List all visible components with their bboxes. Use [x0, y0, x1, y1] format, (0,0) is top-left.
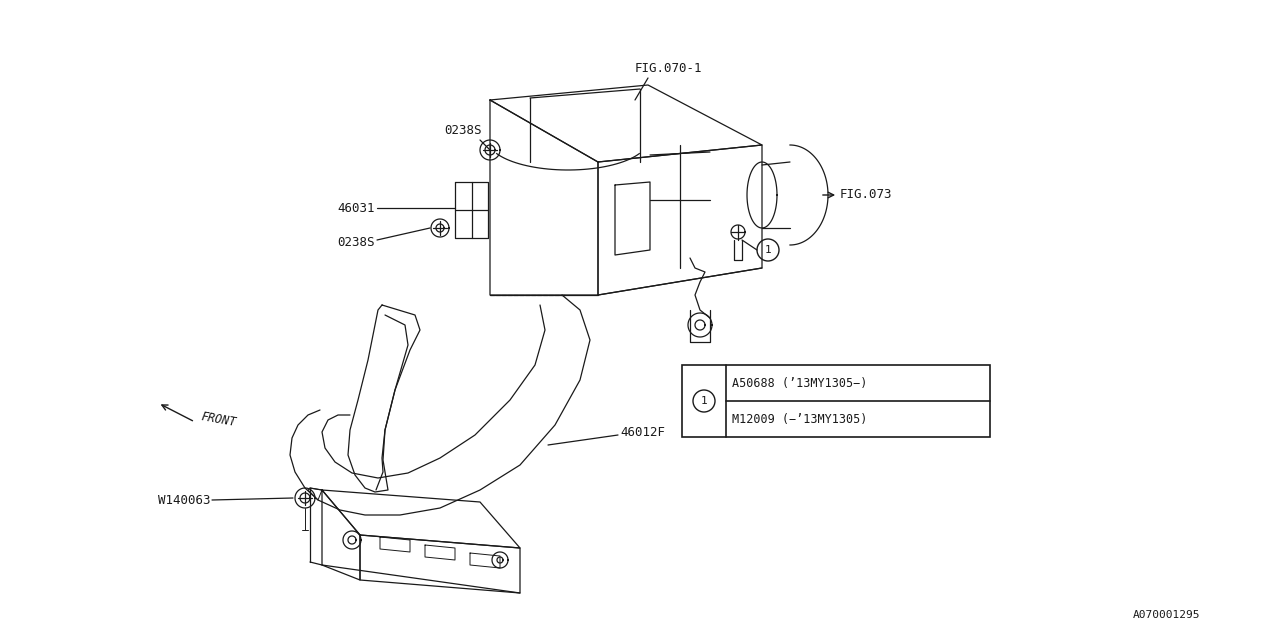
Text: M12009 (−’13MY1305): M12009 (−’13MY1305) — [732, 413, 868, 426]
Text: 1: 1 — [700, 396, 708, 406]
Bar — [682, 365, 989, 437]
Text: 1: 1 — [764, 245, 772, 255]
Text: 46031: 46031 — [338, 202, 375, 214]
Text: 0238S: 0238S — [444, 124, 481, 136]
Text: FRONT: FRONT — [200, 410, 237, 429]
Text: A50688 (’13MY1305−): A50688 (’13MY1305−) — [732, 376, 868, 390]
Text: FIG.073: FIG.073 — [840, 189, 892, 202]
Text: W140063: W140063 — [157, 493, 210, 506]
Text: 46012F: 46012F — [620, 426, 666, 440]
Text: A070001295: A070001295 — [1133, 610, 1201, 620]
Text: 0238S: 0238S — [338, 236, 375, 248]
Text: FIG.070-1: FIG.070-1 — [635, 61, 703, 74]
